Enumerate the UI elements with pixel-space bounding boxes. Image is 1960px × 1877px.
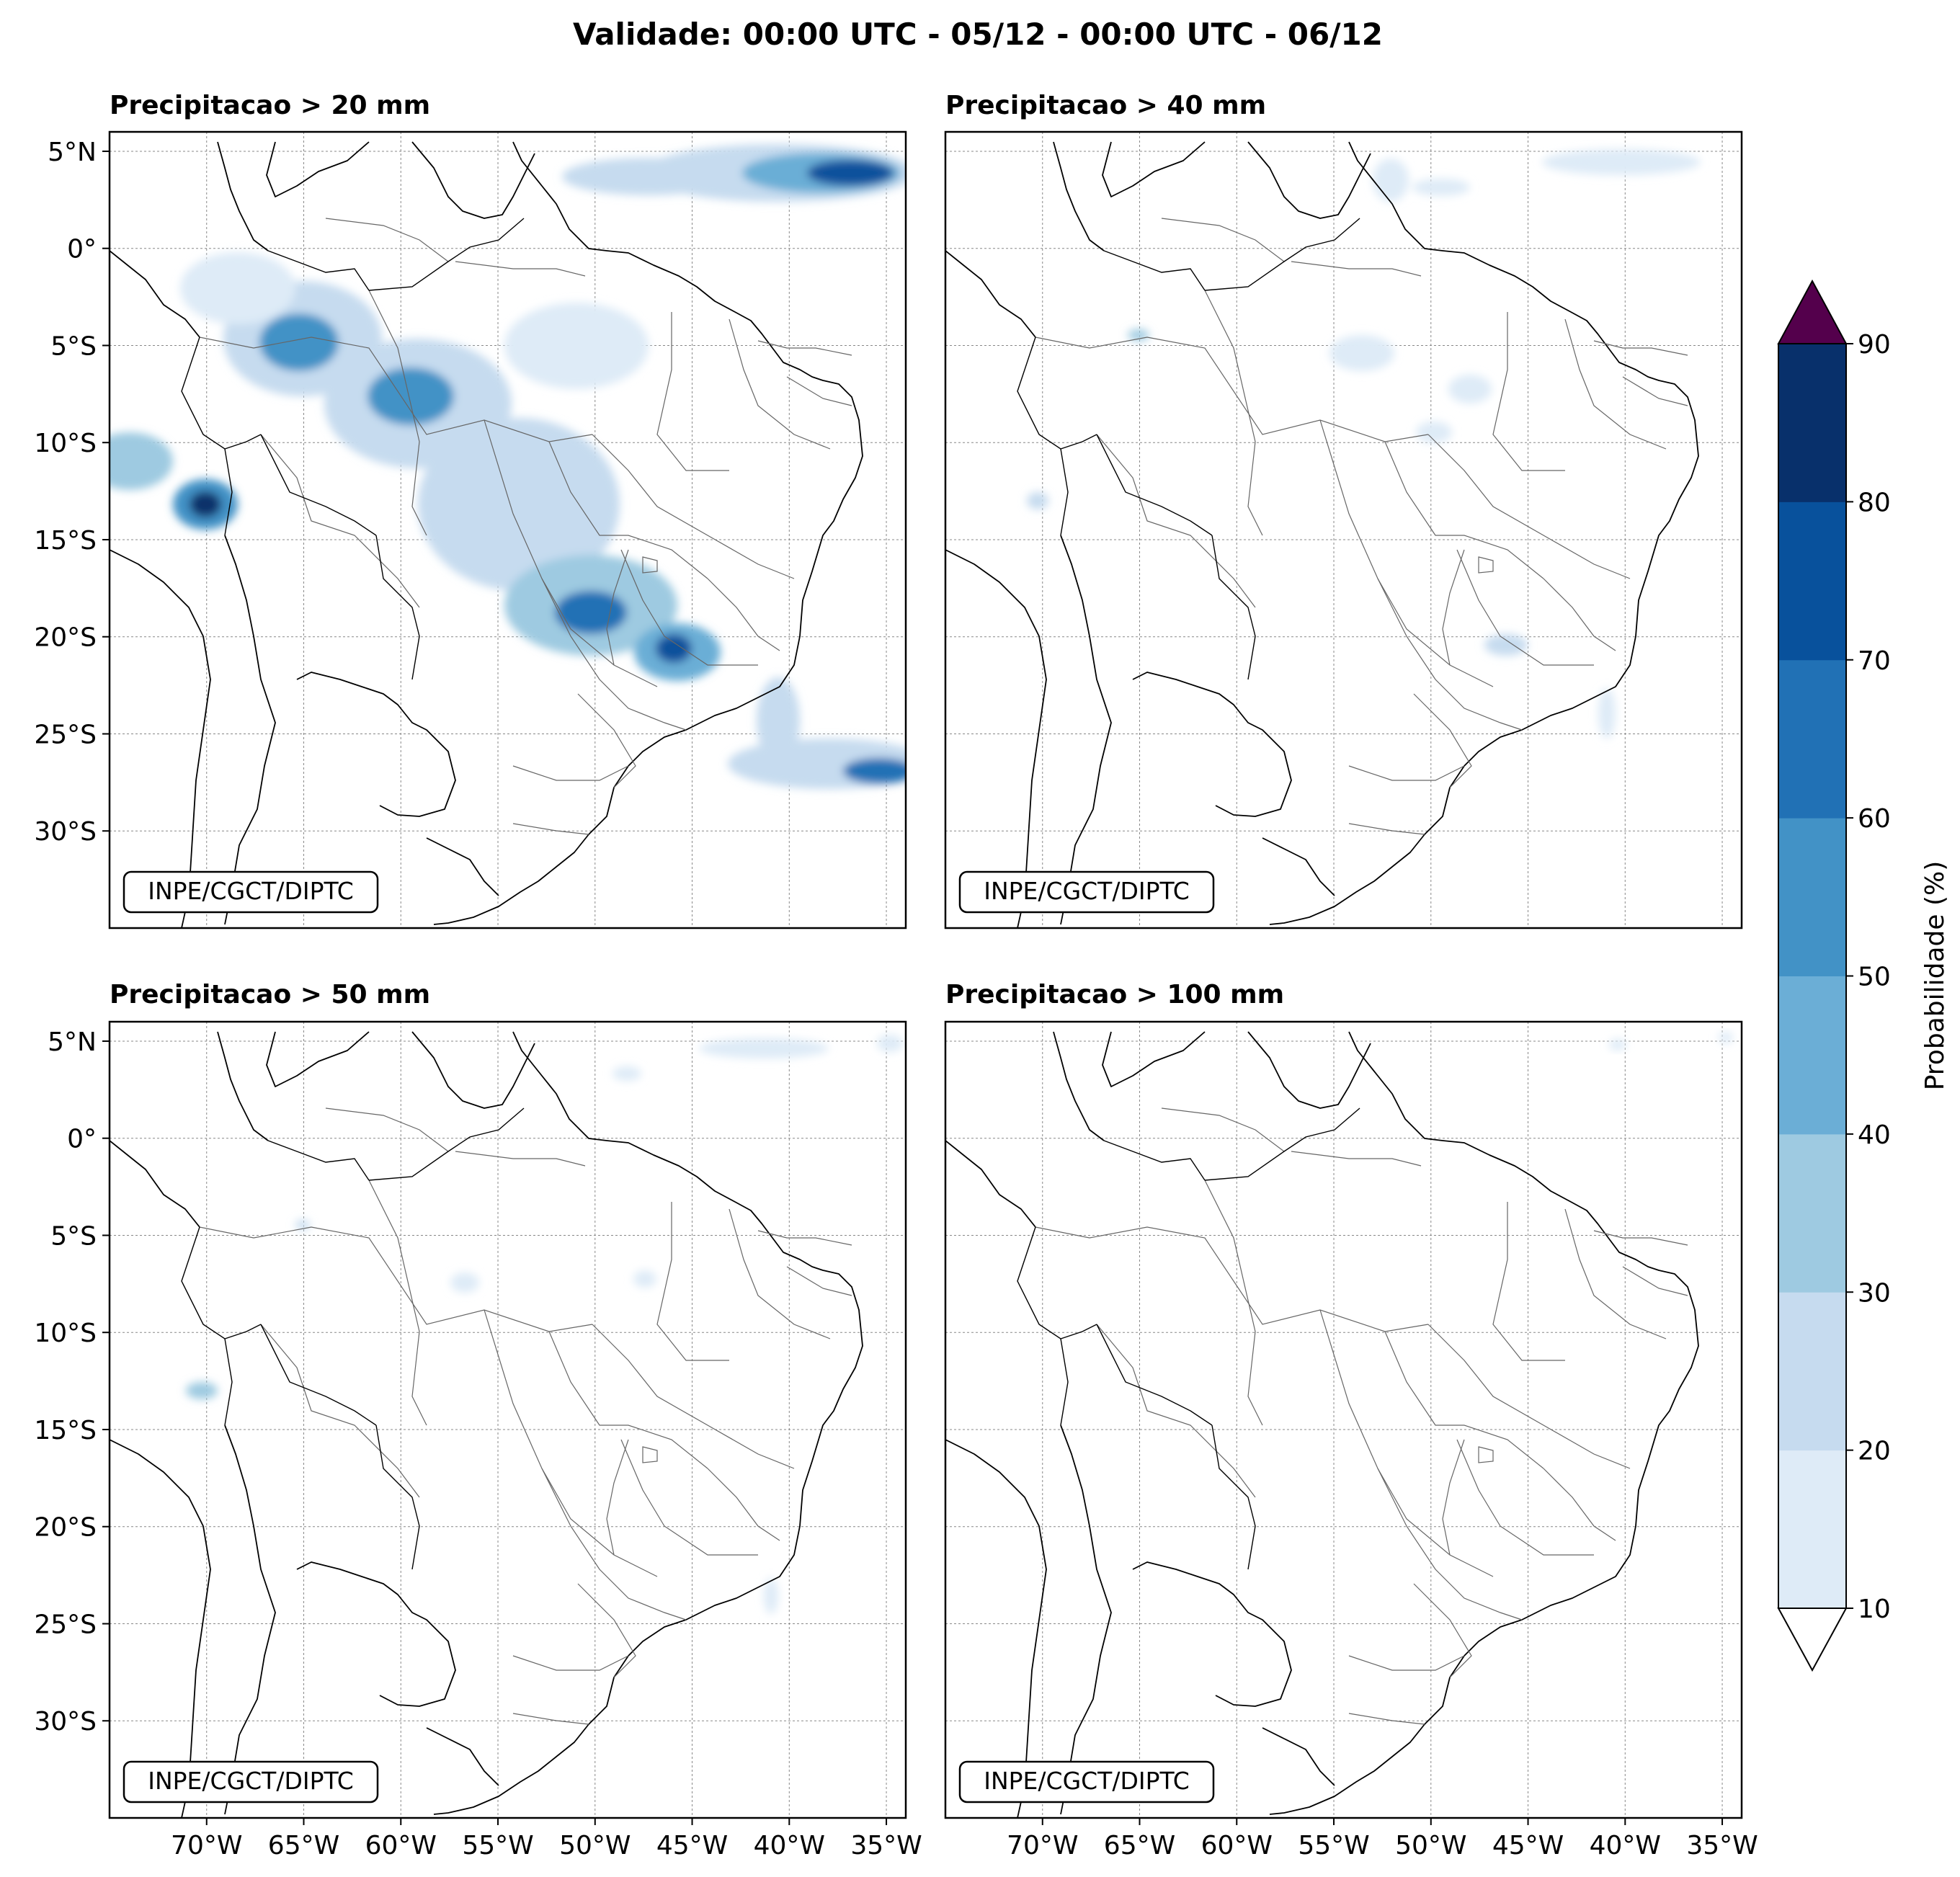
lon-tick-label: 50°W [559, 1831, 631, 1860]
map-frame [944, 1020, 1743, 1819]
colorbar-over-triangle [1777, 279, 1848, 344]
credit-label: INPE/CGCT/DIPTC [984, 877, 1190, 905]
map-panel-20mm: Precipitacao > 20 mm [34, 91, 907, 929]
lon-tick-label: 65°W [268, 1831, 339, 1860]
lat-tick-label: 20°S [34, 1513, 97, 1543]
map-frame [944, 130, 1743, 929]
colorbar-band [1778, 1292, 1846, 1451]
gridlines [110, 1022, 906, 1818]
lat-tick-label: 5°N [48, 138, 97, 167]
colorbar-tick-label: 80 [1858, 488, 1891, 517]
colorbar-band [1778, 659, 1846, 819]
lat-tick-label: 0° [67, 1125, 97, 1154]
lon-labels: 70°W 65°W 60°W 55°W 50°W 45°W 40°W 35°W [171, 1818, 922, 1860]
map-frame [108, 1020, 907, 1819]
colorbar-bands [1778, 344, 1846, 1609]
colorbar-band [1778, 1133, 1846, 1293]
lon-tick-label: 40°W [754, 1831, 825, 1860]
lat-tick-label: 30°S [34, 1707, 97, 1736]
lat-tick-label: 20°S [34, 623, 97, 653]
colorbar-tick-label: 70 [1858, 646, 1891, 676]
panel-title: Precipitacao > 50 mm [110, 980, 430, 1009]
panel-title: Precipitacao > 40 mm [945, 91, 1266, 120]
gridlines [945, 1022, 1742, 1818]
lon-tick-label: 45°W [1492, 1831, 1564, 1860]
figure-title: Validade: 00:00 UTC - 05/12 - 00:00 UTC … [573, 17, 1383, 52]
lat-tick-label: 10°S [34, 429, 97, 458]
credit-box: INPE/CGCT/DIPTC [958, 1760, 1215, 1804]
colorbar-label: Probabilidade (%) [1920, 861, 1950, 1091]
probability-shading [110, 144, 906, 789]
credit-box: INPE/CGCT/DIPTC [958, 870, 1215, 914]
colorbar-band [1778, 1450, 1846, 1609]
lon-tick-label: 35°W [850, 1831, 922, 1860]
lat-tick-label: 5°S [50, 1221, 97, 1251]
lat-tick-label: 10°S [34, 1319, 97, 1348]
lat-tick-label: 25°S [34, 720, 97, 749]
lat-tick-label: 0° [67, 235, 97, 264]
lon-tick-label: 50°W [1395, 1831, 1466, 1860]
probability-shading [1027, 149, 1701, 739]
colorbar-tick-label: 60 [1858, 804, 1891, 834]
map-panel-40mm: Precipitacao > 40 mm INPE/CGCT/DIPTC [944, 91, 1743, 929]
lat-tick-label: 25°S [34, 1610, 97, 1639]
panel-title: Precipitacao > 20 mm [110, 91, 430, 120]
credit-box: INPE/CGCT/DIPTC [122, 1760, 379, 1804]
colorbar-under-triangle [1777, 1608, 1848, 1672]
lat-tick-label: 5°S [50, 331, 97, 361]
colorbar-tick-label: 40 [1858, 1120, 1891, 1150]
lon-tick-label: 55°W [1298, 1831, 1369, 1860]
lon-tick-label: 70°W [1007, 1831, 1078, 1860]
colorbar-tick-label: 90 [1858, 330, 1891, 360]
colorbar-tick-label: 50 [1858, 963, 1891, 992]
credit-label: INPE/CGCT/DIPTC [148, 1767, 354, 1795]
gridlines [945, 132, 1742, 928]
map-panel-50mm: Precipitacao > 50 mm INPE/CGCT/DIPTC 5°N… [34, 980, 922, 1860]
colorbar-tick-label: 20 [1858, 1437, 1891, 1466]
credit-label: INPE/CGCT/DIPTC [984, 1767, 1190, 1795]
lat-tick-label: 30°S [34, 817, 97, 847]
colorbar-band [1778, 501, 1846, 661]
lon-tick-label: 60°W [1201, 1831, 1273, 1860]
lat-labels: 5°N 0° 5°S 10°S 15°S 20°S 25°S 30°S [34, 138, 110, 847]
lon-tick-label: 40°W [1590, 1831, 1661, 1860]
credit-box: INPE/CGCT/DIPTC [122, 870, 379, 914]
credit-label: INPE/CGCT/DIPTC [148, 877, 354, 905]
colorbar-band [1778, 344, 1846, 502]
panel-title: Precipitacao > 100 mm [945, 980, 1284, 1009]
lat-tick-label: 15°S [34, 526, 97, 556]
lon-tick-label: 65°W [1104, 1831, 1175, 1860]
colorbar-ticks: 10 20 30 40 50 60 70 80 90 [1846, 330, 1891, 1624]
colorbar-tick-label: 30 [1858, 1278, 1891, 1308]
lat-tick-label: 5°N [48, 1027, 97, 1057]
colorbar-tick-label: 10 [1858, 1595, 1891, 1624]
colorbar: 10 20 30 40 50 60 70 80 90 Probabilidade (%) [1777, 279, 1950, 1672]
lon-tick-label: 35°W [1686, 1831, 1758, 1860]
lon-tick-label: 60°W [365, 1831, 437, 1860]
map-frame [108, 130, 907, 929]
lat-labels: 5°N 0° 5°S 10°S 15°S 20°S 25°S 30°S [34, 1027, 110, 1736]
lon-tick-label: 55°W [462, 1831, 533, 1860]
colorbar-band [1778, 818, 1846, 976]
lon-labels: 70°W 65°W 60°W 55°W 50°W 45°W 40°W 35°W [1007, 1818, 1758, 1860]
map-panel-100mm: Precipitacao > 100 mm INPE/CGCT/DIPTC 70… [944, 980, 1758, 1860]
probability-shading [1609, 1032, 1733, 1051]
lon-tick-label: 70°W [171, 1831, 242, 1860]
probability-shading [186, 1035, 903, 1614]
lon-tick-label: 45°W [656, 1831, 728, 1860]
colorbar-band [1778, 976, 1846, 1135]
lat-tick-label: 15°S [34, 1416, 97, 1445]
